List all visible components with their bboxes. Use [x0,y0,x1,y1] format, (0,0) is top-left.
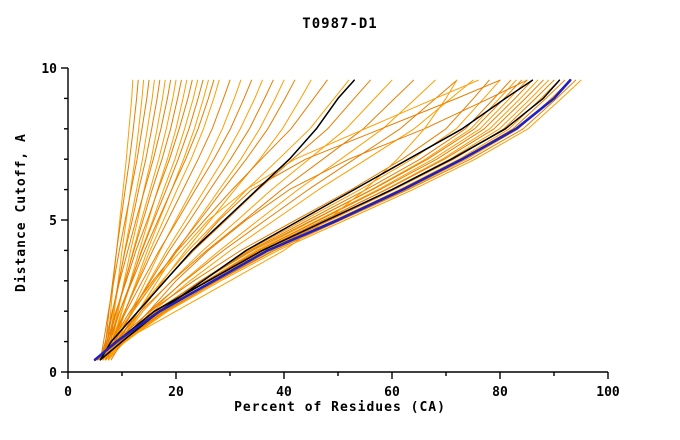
blue-curve [93,78,572,362]
y-tick-label: 5 [49,214,57,229]
orange-curve [94,79,490,361]
x-tick-label: 60 [384,385,400,400]
orange-curve [105,79,393,361]
orange-curve [105,79,199,361]
orange-curve [105,79,474,361]
x-axis-label: Percent of Residues (CA) [234,400,446,415]
orange-curve [110,79,528,361]
orange-curve [105,79,155,361]
orange-curve [97,79,577,361]
orange-curve [97,79,512,361]
orange-curve [99,79,296,361]
orange-curve [102,79,161,361]
chart-title: T0987-D1 [302,16,378,32]
orange-curve [99,79,193,361]
orange-curve [99,79,479,361]
black-curve [99,79,355,361]
y-tick-label: 0 [49,366,57,381]
orange-curve [99,79,150,361]
x-tick-label: 100 [596,385,620,400]
orange-curve [102,79,182,361]
orange-curve [102,79,231,361]
orange-curve [105,79,312,361]
orange-curve [99,79,328,361]
orange-curve [99,79,215,361]
orange-curve [105,79,501,361]
orange-curve [99,79,253,361]
x-tick-label: 40 [276,385,292,400]
orange-curve [99,79,415,361]
black-curve [94,79,561,361]
black-curve [99,79,534,361]
x-tick-label: 80 [492,385,508,400]
orange-curve [108,79,188,361]
orange-curve [99,79,582,361]
orange-curve [99,79,172,361]
orange-curve [102,79,139,361]
x-tick-label: 0 [64,385,72,400]
x-tick-label: 20 [168,385,184,400]
orange-curve [105,79,177,361]
y-axis-label: Distance Cutoff, A [14,133,29,292]
y-tick-label: 10 [41,62,57,77]
